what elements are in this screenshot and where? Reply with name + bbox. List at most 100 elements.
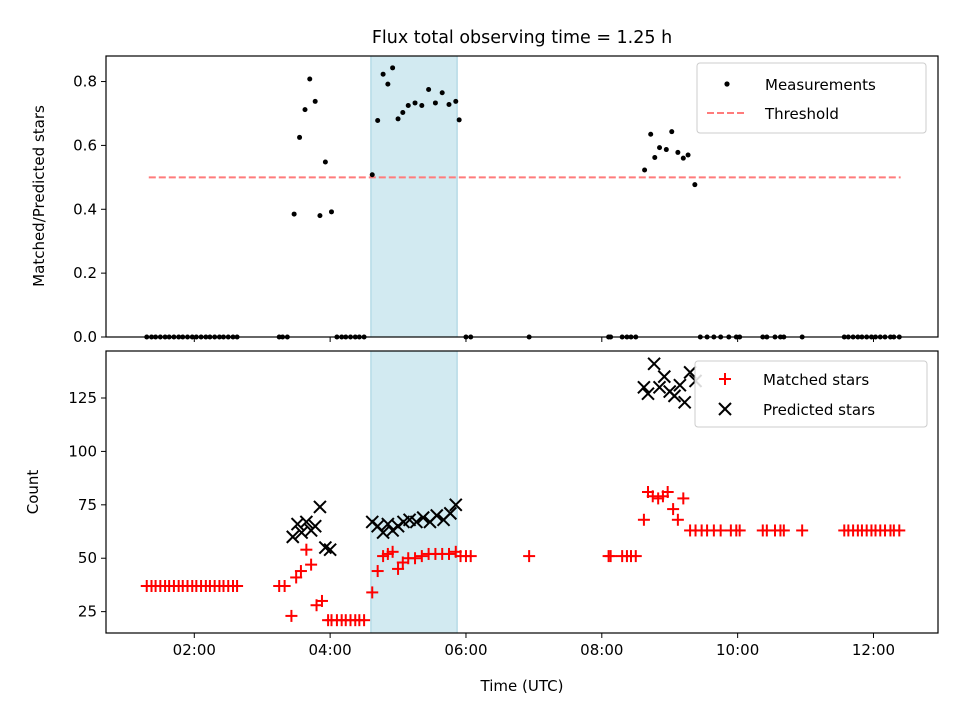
axes-frame xyxy=(105,55,939,338)
bottom-plot-area xyxy=(105,350,939,634)
measurement-point xyxy=(322,159,328,165)
measurement-point xyxy=(380,71,386,77)
measurement-point xyxy=(328,209,334,215)
measurement-point xyxy=(412,100,418,106)
measurement-point xyxy=(405,102,411,108)
measurement-point xyxy=(675,149,681,155)
predicted-star-stroke xyxy=(323,542,337,557)
x-tick-label: 08:00 xyxy=(580,641,623,659)
predicted-star-point xyxy=(677,395,692,409)
predicted-star-stroke xyxy=(677,395,692,409)
measurement-point xyxy=(456,117,462,123)
chart-title: Flux total observing time = 1.25 h xyxy=(372,28,672,48)
predicted-star-point xyxy=(323,542,337,557)
predicted-star-point xyxy=(318,540,333,555)
matched-star-point xyxy=(677,492,690,505)
measurement-point xyxy=(291,211,297,217)
x-tick-label: 12:00 xyxy=(852,641,895,659)
measurement-point xyxy=(446,102,452,108)
predicted-star-point xyxy=(443,506,458,521)
measurement-point xyxy=(642,167,648,173)
matched-star-point xyxy=(371,565,384,578)
predicted-star-stroke xyxy=(647,357,661,371)
predicted-star-stroke xyxy=(667,389,682,403)
matched-star-point xyxy=(442,547,455,560)
predicted-star-stroke xyxy=(381,517,395,531)
predicted-star-stroke xyxy=(683,365,697,380)
bottom-y-tick-label: 50 xyxy=(78,549,97,567)
predicted-star-stroke xyxy=(308,519,322,533)
top-plot-area xyxy=(105,55,939,342)
matched-star-point xyxy=(386,545,399,558)
matched-star-point xyxy=(646,490,659,503)
predicted-star-stroke xyxy=(652,380,667,395)
bottom-panel: 25 50 75 100 125 Count 02:00 04:00 06:00 08:00 1… xyxy=(24,350,939,695)
predicted-star-point xyxy=(286,530,300,544)
matched-star-point xyxy=(366,586,379,599)
x-tick-label: 06:00 xyxy=(444,641,487,659)
bottom-legend-box xyxy=(694,360,928,428)
top-y-tick-label: 0.0 xyxy=(73,328,97,346)
predicted-star-stroke xyxy=(409,515,424,529)
measurement-point xyxy=(669,129,675,135)
predicted-star-stroke xyxy=(294,525,309,540)
top-legend: Measurements Threshold xyxy=(696,62,927,134)
matched-star-point xyxy=(315,594,328,607)
matched-star-point xyxy=(604,550,617,563)
bottom-y-tick-label: 75 xyxy=(78,496,97,514)
measurement-point xyxy=(302,107,308,113)
predicted-star-stroke xyxy=(299,515,314,529)
measurement-point xyxy=(297,134,303,140)
measurement-point xyxy=(648,131,654,137)
predicted-star-stroke xyxy=(290,517,305,531)
x-tick-label: 04:00 xyxy=(309,641,352,659)
predicted-star-point xyxy=(313,500,327,514)
matched-star-point xyxy=(305,558,318,571)
measurement-point xyxy=(369,172,375,178)
matched-star-point xyxy=(300,543,313,556)
predicted-star-point xyxy=(657,369,671,384)
predicted-star-stroke xyxy=(376,525,390,540)
top-y-axis: 0.0 0.2 0.4 0.6 0.8 xyxy=(73,73,106,346)
predicted-star-stroke xyxy=(430,508,444,523)
measurement-point xyxy=(419,102,425,108)
measurement-point xyxy=(390,65,396,71)
measurement-point xyxy=(685,152,691,158)
predicted-star-stroke xyxy=(318,540,333,555)
predicted-star-point xyxy=(673,378,687,392)
x-tick-label: 10:00 xyxy=(716,641,759,659)
matched-star-point xyxy=(796,524,809,537)
matched-star-point xyxy=(415,550,428,563)
top-panel: 0.00.20.40.60.8 Matched/Predicted stars … xyxy=(30,55,939,346)
measurement-point xyxy=(692,182,698,188)
bottom-y-axis-label: Count xyxy=(24,470,42,515)
measurement-point xyxy=(432,100,438,106)
matched-star-point xyxy=(893,524,906,537)
measurements-legend-label: Measurements xyxy=(765,76,876,94)
top-y-tick-label: 0.4 xyxy=(73,200,97,218)
predicted-star-stroke xyxy=(313,500,327,514)
matched-star-point xyxy=(777,524,790,537)
predicted-star-stroke xyxy=(657,369,671,384)
measurement-point xyxy=(395,116,401,122)
measurement-point xyxy=(312,98,318,104)
predicted-star-stroke xyxy=(449,498,463,512)
predicted-star-point xyxy=(652,380,667,395)
matched-star-point xyxy=(464,550,477,563)
top-y-axis-label: Matched/Predicted stars xyxy=(30,105,48,287)
measurement-point xyxy=(453,98,459,104)
axes-frame xyxy=(105,350,939,634)
bottom-legend: Matched stars Predicted stars xyxy=(694,360,928,428)
matched-star-point xyxy=(294,565,307,578)
measurement-point xyxy=(385,81,391,87)
predicted-star-point xyxy=(416,510,430,525)
measurement-point xyxy=(307,76,313,82)
threshold-legend-label: Threshold xyxy=(764,105,839,123)
predicted-legend-marker xyxy=(718,402,732,416)
matched-star-point xyxy=(629,550,642,563)
matched-star-point xyxy=(733,524,746,537)
measurement-point xyxy=(663,147,669,153)
predicted-star-point xyxy=(308,519,322,533)
measurement-point xyxy=(652,155,658,161)
